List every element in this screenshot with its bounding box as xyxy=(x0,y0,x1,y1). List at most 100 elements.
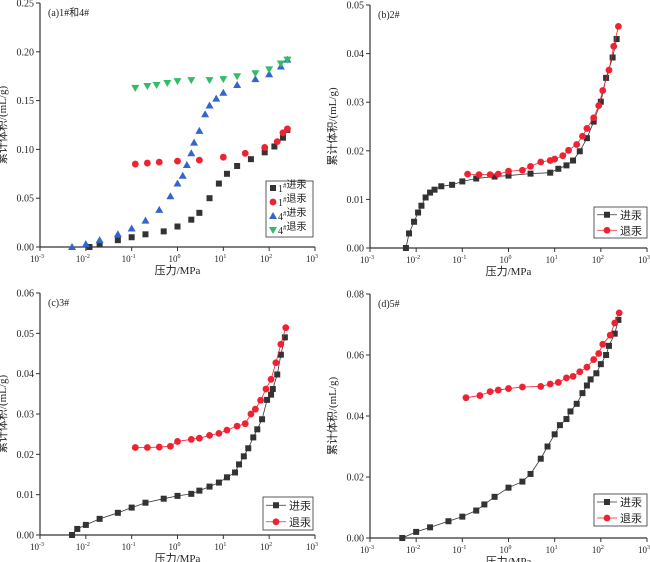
data-point xyxy=(459,513,466,520)
series xyxy=(68,55,292,250)
panel-title: (c)3# xyxy=(48,298,69,309)
data-point xyxy=(583,382,590,389)
x-tick-label: 101 xyxy=(214,254,226,264)
x-tick-label: 101 xyxy=(214,542,226,552)
data-point xyxy=(174,157,181,165)
y-tick-label: 0.02 xyxy=(347,473,365,484)
data-point xyxy=(537,158,545,166)
x-axis-label: 压力/MPa xyxy=(486,265,532,278)
x-tick-label: 101 xyxy=(546,545,558,555)
data-point xyxy=(399,535,406,541)
panel-title: (d)5# xyxy=(378,299,400,310)
data-point xyxy=(223,426,231,434)
data-point xyxy=(178,171,187,179)
data-point xyxy=(445,518,452,525)
x-tick-label: 102 xyxy=(592,545,604,555)
data-point xyxy=(187,149,196,157)
y-axis-label: 累计体积/(mL/g) xyxy=(325,87,339,166)
y-tick-label: 0.15 xyxy=(17,96,35,107)
x-tick-label: 102 xyxy=(592,255,604,265)
data-point xyxy=(427,524,434,531)
data-point xyxy=(438,183,445,190)
y-tick-label: 0.04 xyxy=(17,369,35,380)
data-point xyxy=(473,175,480,182)
x-tick-label: 10-3 xyxy=(360,255,374,265)
data-point xyxy=(233,422,241,430)
data-point xyxy=(142,231,149,238)
y-tick-label: 0.00 xyxy=(347,244,365,255)
data-point xyxy=(527,162,534,170)
x-tick-label: 10-2 xyxy=(406,255,420,265)
data-point xyxy=(590,356,598,363)
data-point xyxy=(269,385,276,392)
data-point xyxy=(234,162,241,169)
data-point xyxy=(413,528,420,535)
data-point xyxy=(273,502,279,509)
data-point xyxy=(265,66,274,74)
y-tick-label: 0.00 xyxy=(17,531,35,542)
x-tick-label: 10-2 xyxy=(76,254,90,264)
data-point xyxy=(494,170,502,178)
data-point xyxy=(247,156,254,163)
data-point xyxy=(96,241,103,248)
legend-label: 4#退汞 xyxy=(278,221,307,237)
data-point xyxy=(279,129,287,137)
x-tick-label: 10-1 xyxy=(122,254,136,264)
x-tick-label: 10-3 xyxy=(360,545,374,555)
data-point xyxy=(505,385,512,392)
data-point xyxy=(274,371,281,378)
data-point xyxy=(261,149,268,156)
data-point xyxy=(604,211,610,218)
data-point xyxy=(196,209,203,216)
x-tick-label: 101 xyxy=(546,255,558,265)
data-point xyxy=(223,170,230,177)
data-point xyxy=(605,342,612,349)
y-tick-label: 0.03 xyxy=(17,410,35,421)
data-point xyxy=(269,198,277,206)
data-point xyxy=(261,144,269,151)
series-line xyxy=(402,319,619,539)
y-tick-label: 0.25 xyxy=(17,0,35,10)
data-point xyxy=(251,75,260,83)
data-point xyxy=(155,443,163,451)
data-point xyxy=(613,36,620,43)
data-point xyxy=(268,391,275,398)
data-point xyxy=(599,87,607,94)
data-point xyxy=(518,383,526,391)
x-tick-label: 100 xyxy=(500,255,512,265)
y-tick-label: 0.06 xyxy=(347,351,365,362)
data-point xyxy=(113,230,122,238)
x-axis-label: 压力/MPa xyxy=(486,555,532,562)
data-point xyxy=(241,420,249,428)
data-point xyxy=(166,192,175,200)
data-point xyxy=(559,152,567,160)
y-tick-label: 0.05 xyxy=(347,1,365,12)
data-point xyxy=(537,383,545,390)
data-point xyxy=(69,532,76,538)
series xyxy=(464,22,622,179)
data-point xyxy=(519,478,526,485)
x-axis-label: 压力/MPa xyxy=(155,264,201,277)
data-point xyxy=(606,331,614,339)
y-tick-label: 0.04 xyxy=(347,412,365,423)
data-point xyxy=(569,372,577,380)
data-point xyxy=(563,416,570,423)
data-point xyxy=(187,436,195,443)
data-point xyxy=(546,380,554,388)
data-point xyxy=(212,94,221,102)
data-point xyxy=(279,134,286,141)
y-tick-label: 0.10 xyxy=(17,145,35,156)
data-point xyxy=(142,499,149,506)
data-point xyxy=(236,461,243,468)
data-point xyxy=(155,205,164,213)
legend-label: 退汞 xyxy=(620,224,642,237)
data-point xyxy=(554,379,562,386)
data-point xyxy=(464,170,471,178)
data-point xyxy=(597,98,604,105)
data-point xyxy=(610,42,618,50)
data-point xyxy=(141,216,150,224)
legend-label: 1#退汞 xyxy=(278,193,307,209)
data-point xyxy=(215,479,222,486)
data-point xyxy=(195,156,203,164)
